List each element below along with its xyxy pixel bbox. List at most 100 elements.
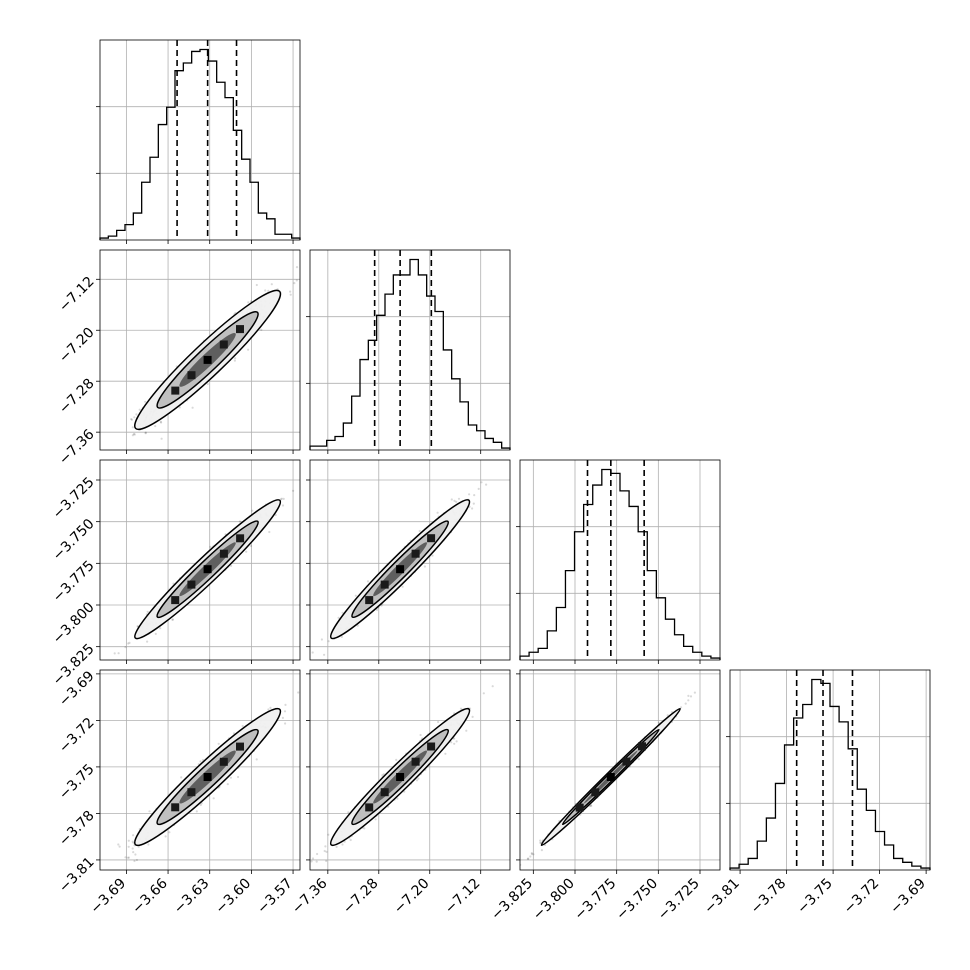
y-tick-label-group: −3.800 xyxy=(50,599,98,647)
y-tick-label-group: −3.75 xyxy=(56,761,98,803)
sample-point xyxy=(284,703,287,707)
scatter-panel-1-2 xyxy=(87,249,301,465)
sample-point xyxy=(138,408,141,411)
sample-point xyxy=(164,835,167,838)
panel-frame xyxy=(519,459,721,661)
sample-point xyxy=(347,811,350,814)
density-peak-cell xyxy=(236,534,245,543)
sample-point xyxy=(477,487,480,490)
sample-point xyxy=(131,840,134,843)
sample-point xyxy=(168,831,171,834)
y-tick-label: −3.775 xyxy=(50,558,98,606)
x-tick-label: −3.72 xyxy=(841,876,883,918)
y-tick-label: −3.78 xyxy=(56,808,98,850)
sample-point xyxy=(132,834,135,837)
x-tick-label: −3.63 xyxy=(171,876,213,918)
sample-point xyxy=(320,638,323,641)
sample-point xyxy=(124,856,127,859)
density-peak-cell xyxy=(203,565,212,574)
sample-point xyxy=(315,860,318,863)
y-tick-label: −7.12 xyxy=(56,274,98,316)
panel-frame xyxy=(309,249,511,451)
histogram-step-line xyxy=(309,258,511,450)
density-peak-cell xyxy=(187,580,196,589)
y-tick-label-group: −3.725 xyxy=(50,474,98,522)
x-tick-label-group: −3.81 xyxy=(701,876,743,918)
x-tick-label: −3.75 xyxy=(794,876,836,918)
sample-point xyxy=(132,432,135,436)
sample-point xyxy=(160,421,163,424)
sample-point xyxy=(480,481,483,484)
sample-point xyxy=(325,859,328,863)
sample-point xyxy=(436,511,439,514)
sample-point xyxy=(267,289,270,292)
sample-point xyxy=(229,776,232,779)
sample-point xyxy=(209,545,212,549)
panel-content xyxy=(87,266,299,465)
density-peak-cell xyxy=(187,788,196,797)
sample-point xyxy=(270,283,273,286)
sample-point xyxy=(199,760,202,763)
sample-point xyxy=(191,406,194,409)
sample-point xyxy=(471,507,474,510)
sample-point xyxy=(419,733,422,737)
sample-point xyxy=(472,502,475,505)
sample-point xyxy=(171,618,174,621)
hist-panel-2 xyxy=(306,249,511,454)
x-tick-label-group: −3.72 xyxy=(841,876,883,918)
sample-point xyxy=(431,554,434,557)
sample-point xyxy=(284,722,287,725)
density-peak-cell xyxy=(427,534,436,543)
sample-point xyxy=(135,413,138,416)
sample-point xyxy=(133,433,136,436)
x-tick-label: −3.60 xyxy=(213,876,255,918)
sample-point xyxy=(491,685,494,688)
sample-point xyxy=(154,632,157,636)
sample-point xyxy=(292,489,295,492)
x-tick-label: −3.81 xyxy=(701,876,743,918)
sample-point xyxy=(178,406,181,409)
sample-point xyxy=(127,845,130,848)
sample-point xyxy=(234,357,237,360)
sample-point xyxy=(180,776,183,779)
sample-point xyxy=(87,463,89,465)
density-peak-cell xyxy=(171,803,180,812)
y-tick-label-group: −3.775 xyxy=(50,558,98,606)
sample-point xyxy=(453,737,456,740)
sample-point xyxy=(241,724,244,728)
sample-point xyxy=(255,283,258,287)
sample-point xyxy=(99,884,101,886)
sample-point xyxy=(283,710,287,713)
sample-point xyxy=(247,348,250,351)
sample-point xyxy=(455,740,458,743)
sample-point xyxy=(124,646,127,649)
sample-point xyxy=(136,625,139,628)
sample-point xyxy=(363,827,366,830)
panel-background xyxy=(520,460,720,660)
sample-point xyxy=(117,652,120,655)
density-peak-cell xyxy=(219,549,228,558)
sample-point xyxy=(450,741,453,744)
sample-point xyxy=(233,359,236,362)
sample-point xyxy=(127,642,130,645)
sample-point xyxy=(206,382,209,386)
y-tick-label-group: −7.28 xyxy=(56,376,98,418)
sample-point xyxy=(327,640,330,643)
panel-frame xyxy=(99,39,301,241)
sample-point xyxy=(444,752,447,755)
sample-point xyxy=(226,783,229,786)
sample-point xyxy=(159,627,162,630)
sample-point xyxy=(455,500,458,503)
panel-frame xyxy=(729,669,931,871)
sample-point xyxy=(473,494,476,497)
sample-point xyxy=(471,715,474,719)
y-tick-label-group: −7.12 xyxy=(56,274,98,316)
sample-point xyxy=(325,850,328,854)
y-tick-label: −3.725 xyxy=(50,474,98,522)
sample-point xyxy=(375,608,379,612)
histogram-step-line xyxy=(729,678,931,870)
sample-point xyxy=(274,513,277,517)
sample-point xyxy=(107,873,109,875)
sample-point xyxy=(450,498,453,501)
